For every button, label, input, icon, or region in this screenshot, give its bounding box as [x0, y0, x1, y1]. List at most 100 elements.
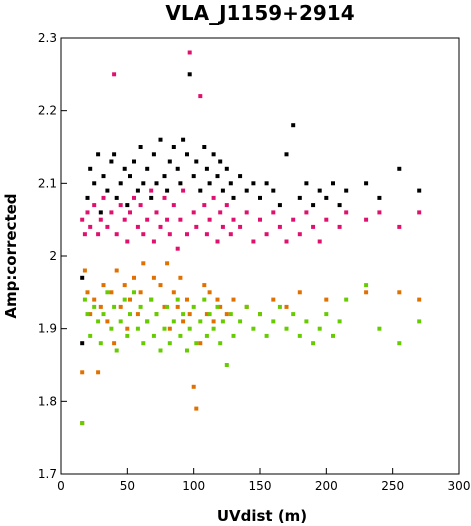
- data-point: [231, 195, 236, 200]
- data-point: [220, 224, 225, 229]
- data-point: [191, 384, 196, 389]
- data-point: [251, 239, 256, 244]
- data-point: [417, 319, 422, 324]
- data-point: [149, 297, 154, 302]
- data-point: [122, 297, 127, 302]
- data-point: [344, 297, 349, 302]
- data-point: [304, 210, 309, 215]
- data-point: [194, 341, 199, 346]
- data-point: [202, 297, 207, 302]
- data-point: [171, 290, 176, 295]
- data-point: [215, 304, 220, 309]
- data-point: [80, 370, 85, 375]
- data-point: [324, 195, 329, 200]
- data-point: [82, 232, 87, 237]
- data-point: [158, 283, 163, 288]
- data-point: [154, 312, 159, 317]
- data-point: [218, 210, 223, 215]
- data-point: [344, 210, 349, 215]
- data-point: [238, 319, 243, 324]
- data-point: [198, 341, 203, 346]
- data-point: [125, 203, 130, 208]
- data-point: [181, 188, 186, 193]
- data-point: [324, 297, 329, 302]
- data-point: [271, 319, 276, 324]
- data-point: [114, 195, 119, 200]
- data-point: [109, 159, 114, 164]
- data-point: [211, 326, 216, 331]
- data-point: [220, 319, 225, 324]
- data-point: [344, 188, 349, 193]
- data-point: [185, 232, 189, 237]
- data-point: [132, 275, 136, 280]
- data-point: [271, 210, 276, 215]
- data-point: [324, 217, 329, 222]
- x-tick-label: 0: [57, 479, 65, 493]
- data-point: [251, 181, 256, 186]
- data-point: [128, 174, 132, 179]
- data-point: [151, 275, 156, 280]
- data-point: [181, 319, 186, 324]
- data-point: [114, 268, 119, 273]
- data-point: [397, 290, 402, 295]
- data-point: [271, 297, 276, 302]
- x-axis-label: UVdist (m): [217, 507, 307, 525]
- plot-frame: [60, 37, 460, 475]
- data-point: [112, 152, 117, 157]
- data-point: [165, 188, 170, 193]
- x-tick-label: 250: [381, 479, 404, 493]
- chart-title: VLA_J1159+2914: [165, 1, 354, 25]
- data-point: [187, 312, 192, 317]
- data-point: [167, 159, 172, 164]
- data-point: [118, 203, 123, 208]
- data-point: [132, 159, 136, 164]
- data-point: [198, 188, 203, 193]
- x-tick-label: 200: [315, 479, 338, 493]
- data-point: [141, 261, 146, 266]
- y-tick-label: 1.8: [38, 394, 57, 408]
- data-point: [80, 341, 85, 346]
- data-point: [167, 341, 172, 346]
- data-point: [417, 188, 422, 193]
- data-point: [171, 319, 176, 324]
- data-point: [96, 232, 101, 237]
- data-point: [244, 304, 249, 309]
- data-point: [397, 224, 402, 229]
- y-tick-label: 2.2: [38, 104, 57, 118]
- data-point: [377, 210, 382, 215]
- data-point: [145, 217, 150, 222]
- data-point: [138, 145, 143, 149]
- data-point: [175, 297, 180, 302]
- data-point: [218, 159, 223, 164]
- data-point: [277, 203, 282, 208]
- data-point: [202, 283, 207, 288]
- data-point: [154, 181, 159, 186]
- data-point: [194, 159, 199, 164]
- data-point: [417, 297, 422, 302]
- x-tick-label: 100: [182, 479, 205, 493]
- data-point: [264, 181, 269, 186]
- data-point: [204, 232, 209, 237]
- data-point: [105, 290, 110, 295]
- data-point: [135, 224, 140, 229]
- data-point: [215, 174, 220, 179]
- data-point: [264, 232, 269, 237]
- data-point: [122, 217, 127, 222]
- data-point: [122, 283, 127, 288]
- data-point: [88, 333, 93, 338]
- data-point: [80, 217, 85, 222]
- data-point: [151, 152, 156, 157]
- data-point: [122, 166, 127, 171]
- data-point: [187, 326, 192, 331]
- data-point: [238, 174, 243, 179]
- data-point: [211, 152, 216, 157]
- data-point: [98, 341, 103, 346]
- data-point: [109, 290, 114, 295]
- data-point: [165, 304, 170, 309]
- data-point: [324, 312, 329, 317]
- data-point: [109, 210, 114, 215]
- data-point: [141, 232, 146, 237]
- data-point: [284, 239, 289, 244]
- data-point: [211, 319, 216, 324]
- data-point: [92, 203, 97, 208]
